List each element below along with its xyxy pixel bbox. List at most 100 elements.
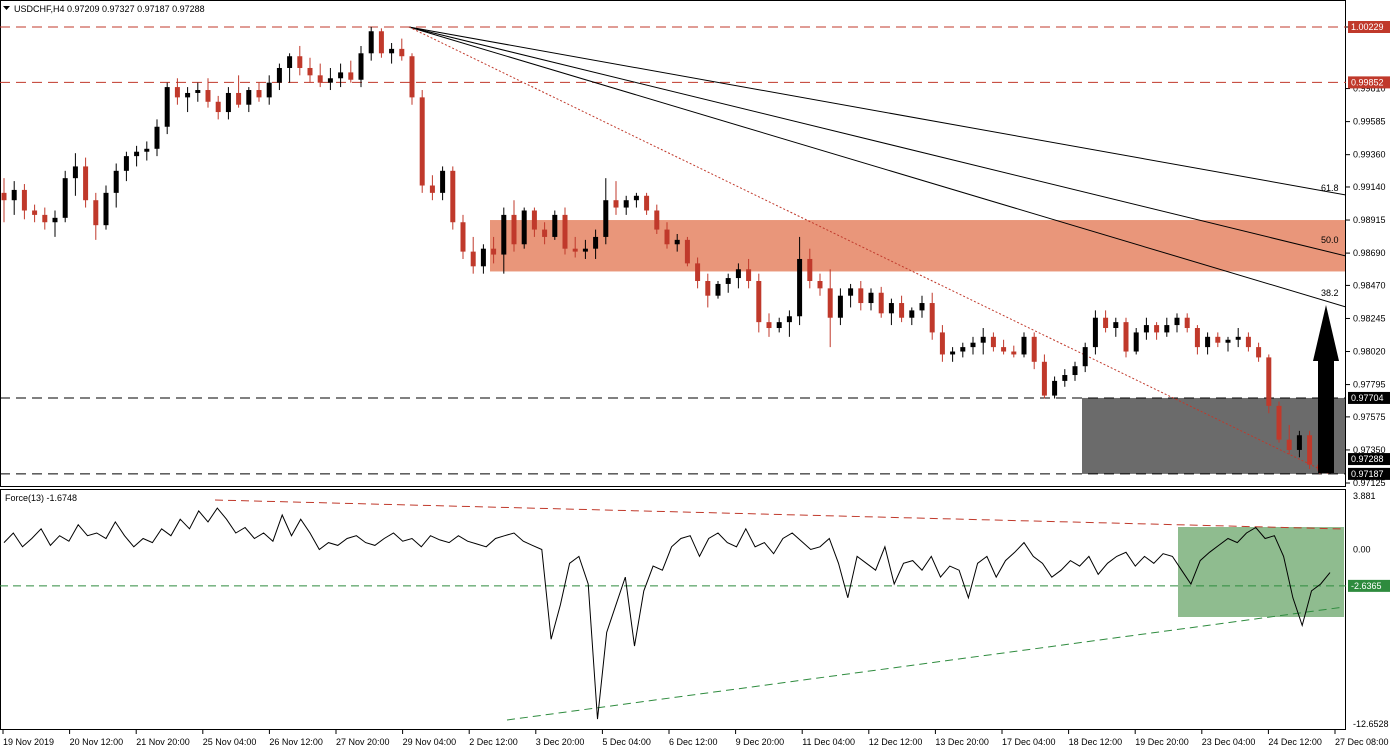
candle xyxy=(134,145,140,167)
candle xyxy=(256,82,262,102)
candle xyxy=(1296,430,1302,458)
time-tick-label: 17 Dec 04:00 xyxy=(1002,737,1056,747)
candle xyxy=(83,157,89,208)
candle xyxy=(878,286,884,318)
candle xyxy=(236,75,242,108)
candle xyxy=(909,307,915,326)
candle xyxy=(807,248,813,289)
candle xyxy=(572,236,578,258)
candle xyxy=(287,53,293,83)
candle xyxy=(786,310,792,337)
time-tick-label: 21 Nov 20:00 xyxy=(136,737,190,747)
candle xyxy=(674,233,680,252)
candle xyxy=(1052,376,1058,399)
candle xyxy=(531,207,537,237)
candle xyxy=(888,298,894,326)
time-tick-label: 9 Dec 20:00 xyxy=(736,737,785,747)
candle xyxy=(848,283,854,308)
time-tick-label: 13 Dec 20:00 xyxy=(935,737,989,747)
force-index-line xyxy=(3,507,1331,720)
collapse-triangle-icon[interactable] xyxy=(3,6,10,10)
price-tick-label: 0.97350 xyxy=(1353,445,1386,455)
time-tick-label: 27 Nov 20:00 xyxy=(336,737,390,747)
candle xyxy=(174,78,180,105)
candle xyxy=(266,75,272,105)
force-plot-area xyxy=(0,499,1346,721)
candle xyxy=(378,28,384,58)
candle xyxy=(1133,328,1139,355)
price-tag: 0.97288 xyxy=(1348,453,1390,466)
candle xyxy=(511,200,517,252)
candle xyxy=(1092,310,1098,355)
candle xyxy=(348,60,354,83)
up-arrow-icon xyxy=(1313,305,1339,473)
svg-text:0.97288: 0.97288 xyxy=(1351,454,1384,464)
candle xyxy=(929,292,935,340)
candle xyxy=(521,207,527,249)
price-tick-label: 0.98245 xyxy=(1353,313,1386,323)
candle xyxy=(582,239,588,259)
fib-label-61-8: 61.8 xyxy=(1321,183,1339,193)
candle xyxy=(939,325,945,362)
time-tick-label: 18 Dec 12:00 xyxy=(1069,737,1123,747)
time-tick-label: 12 Dec 12:00 xyxy=(869,737,923,747)
candle xyxy=(725,273,731,293)
candle xyxy=(1205,332,1211,355)
price-tick-label: 0.98020 xyxy=(1353,347,1386,357)
candle xyxy=(1041,354,1047,399)
time-tick-label: 20 Nov 12:00 xyxy=(70,737,124,747)
candle xyxy=(1194,325,1200,355)
fib-label-38-2: 38.2 xyxy=(1321,288,1339,298)
candle xyxy=(970,336,976,355)
candle xyxy=(705,273,711,308)
candle xyxy=(419,90,425,193)
candle xyxy=(1286,424,1292,455)
force-tick-label: 3.881 xyxy=(1353,491,1376,501)
candle xyxy=(52,210,58,237)
candle xyxy=(246,87,252,113)
svg-text:1.00229: 1.00229 xyxy=(1351,22,1384,32)
candle xyxy=(990,332,996,352)
candle xyxy=(317,63,323,88)
candle xyxy=(113,163,119,208)
price-tags: 1.00229 0.99852 0.97704 0.97288 0.97187 xyxy=(1348,21,1390,480)
force-green-trendline xyxy=(506,606,1345,721)
candle xyxy=(1154,322,1160,340)
candle xyxy=(1266,354,1272,414)
candle xyxy=(919,295,925,318)
price-tick-label: 0.97125 xyxy=(1353,478,1386,488)
candle xyxy=(389,43,395,64)
red-dotted-trendline xyxy=(408,26,1331,475)
price-tag: 0.97704 xyxy=(1348,391,1390,404)
candle xyxy=(11,181,17,215)
time-tick-label: 23 Dec 04:00 xyxy=(1202,737,1256,747)
candle xyxy=(542,222,548,245)
candle xyxy=(460,214,466,259)
candle xyxy=(1184,313,1190,333)
svg-text:0.99852: 0.99852 xyxy=(1351,77,1384,87)
candle xyxy=(868,288,874,311)
candle xyxy=(1062,369,1068,387)
force-zone xyxy=(1178,527,1344,617)
candle xyxy=(1021,332,1027,358)
svg-text:0.97187: 0.97187 xyxy=(1351,469,1384,479)
time-tick-label: 5 Dec 04:00 xyxy=(602,737,651,747)
price-tick-label: 0.98470 xyxy=(1353,280,1386,290)
svg-text:0.97704: 0.97704 xyxy=(1351,393,1384,403)
candle xyxy=(950,347,956,362)
resistance-zone xyxy=(490,220,1345,272)
force-tag: -2.6365 xyxy=(1348,579,1390,592)
candle xyxy=(1001,339,1007,355)
candle xyxy=(552,210,558,240)
candle xyxy=(480,244,486,274)
price-tick-label: 0.99360 xyxy=(1353,150,1386,160)
candle xyxy=(817,273,823,296)
candle xyxy=(776,317,782,333)
candle xyxy=(276,63,282,91)
indicator-window xyxy=(0,489,1346,730)
candle xyxy=(899,295,905,323)
time-tick-label: 24 Dec 12:00 xyxy=(1268,737,1322,747)
force-tick-label: -12.6528 xyxy=(1353,719,1389,729)
candle xyxy=(1,178,7,223)
